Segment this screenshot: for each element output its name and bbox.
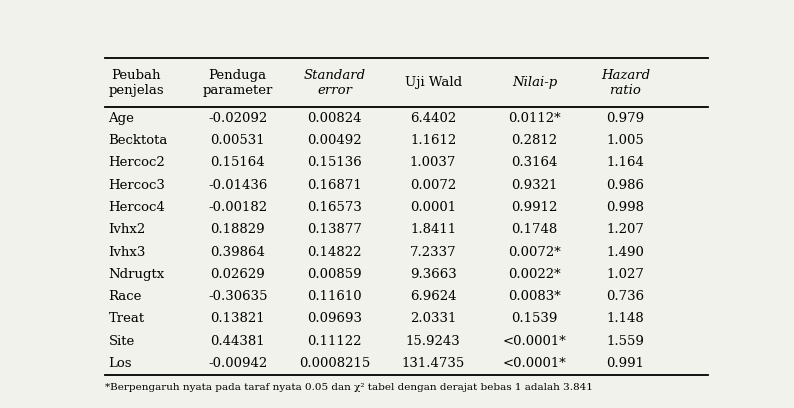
Text: 2.0331: 2.0331 [410,313,457,326]
Text: Hercoc3: Hercoc3 [109,179,165,192]
Text: Age: Age [109,112,134,125]
Text: <0.0001*: <0.0001* [503,357,566,370]
Text: 0.13877: 0.13877 [307,223,362,236]
Text: 0.0008215: 0.0008215 [299,357,370,370]
Text: Race: Race [109,290,142,303]
Text: 0.2812: 0.2812 [511,134,557,147]
Text: 0.00492: 0.00492 [307,134,362,147]
Text: 0.00824: 0.00824 [307,112,362,125]
Text: 0.11122: 0.11122 [307,335,362,348]
Text: 0.998: 0.998 [607,201,645,214]
Text: 0.736: 0.736 [607,290,645,303]
Text: 6.9624: 6.9624 [410,290,457,303]
Text: 0.0083*: 0.0083* [508,290,561,303]
Text: 0.1539: 0.1539 [511,313,558,326]
Text: 1.559: 1.559 [607,335,644,348]
Text: 0.1748: 0.1748 [511,223,557,236]
Text: 1.490: 1.490 [607,246,644,259]
Text: 0.00859: 0.00859 [307,268,362,281]
Text: 0.44381: 0.44381 [210,335,265,348]
Text: Los: Los [109,357,132,370]
Text: 0.18829: 0.18829 [210,223,265,236]
Text: 1.027: 1.027 [607,268,644,281]
Text: -0.02092: -0.02092 [208,112,268,125]
Text: 0.16573: 0.16573 [307,201,362,214]
Text: 0.15136: 0.15136 [307,156,362,169]
Text: *Berpengaruh nyata pada taraf nyata 0.05 dan χ² tabel dengan derajat bebas 1 ada: *Berpengaruh nyata pada taraf nyata 0.05… [106,383,593,392]
Text: 0.13821: 0.13821 [210,313,265,326]
Text: Hercoc4: Hercoc4 [109,201,165,214]
Text: 0.09693: 0.09693 [307,313,362,326]
Text: Hazard
ratio: Hazard ratio [601,69,650,97]
Text: Ndrugtx: Ndrugtx [109,268,164,281]
Text: Site: Site [109,335,135,348]
Text: 0.9912: 0.9912 [511,201,558,214]
Text: 0.0072: 0.0072 [410,179,457,192]
Text: 0.15164: 0.15164 [210,156,265,169]
Text: 7.2337: 7.2337 [410,246,457,259]
Text: 0.14822: 0.14822 [307,246,362,259]
Text: -0.00182: -0.00182 [208,201,268,214]
Text: 0.9321: 0.9321 [511,179,558,192]
Text: 1.164: 1.164 [607,156,644,169]
Text: 0.0022*: 0.0022* [508,268,561,281]
Text: Becktota: Becktota [109,134,168,147]
Text: -0.30635: -0.30635 [208,290,268,303]
Text: Standard
error: Standard error [303,69,366,97]
Text: Uji Wald: Uji Wald [404,76,461,89]
Text: 1.0037: 1.0037 [410,156,457,169]
Text: 131.4735: 131.4735 [402,357,464,370]
Text: 0.02629: 0.02629 [210,268,265,281]
Text: 1.207: 1.207 [607,223,644,236]
Text: 9.3663: 9.3663 [410,268,457,281]
Text: Penduga
parameter: Penduga parameter [202,69,273,97]
Text: -0.00942: -0.00942 [208,357,268,370]
Text: 0.39864: 0.39864 [210,246,265,259]
Text: <0.0001*: <0.0001* [503,335,566,348]
Text: 0.986: 0.986 [607,179,645,192]
Text: 1.1612: 1.1612 [410,134,457,147]
Text: 0.00531: 0.00531 [210,134,265,147]
Text: 0.3164: 0.3164 [511,156,558,169]
Text: Peubah
penjelas: Peubah penjelas [109,69,164,97]
Text: -0.01436: -0.01436 [208,179,268,192]
Text: 0.991: 0.991 [607,357,645,370]
Text: 0.0072*: 0.0072* [508,246,561,259]
Text: 1.148: 1.148 [607,313,644,326]
Text: 6.4402: 6.4402 [410,112,457,125]
Text: 1.8411: 1.8411 [410,223,456,236]
Text: 1.005: 1.005 [607,134,644,147]
Text: 15.9243: 15.9243 [406,335,461,348]
Text: 0.0112*: 0.0112* [508,112,561,125]
Text: Nilai-p: Nilai-p [512,76,557,89]
Text: Hercoc2: Hercoc2 [109,156,165,169]
Text: 0.16871: 0.16871 [307,179,362,192]
Text: Treat: Treat [109,313,145,326]
Text: Ivhx2: Ivhx2 [109,223,146,236]
Text: 0.979: 0.979 [607,112,645,125]
Text: 0.0001: 0.0001 [410,201,456,214]
Text: Ivhx3: Ivhx3 [109,246,146,259]
Text: 0.11610: 0.11610 [307,290,362,303]
